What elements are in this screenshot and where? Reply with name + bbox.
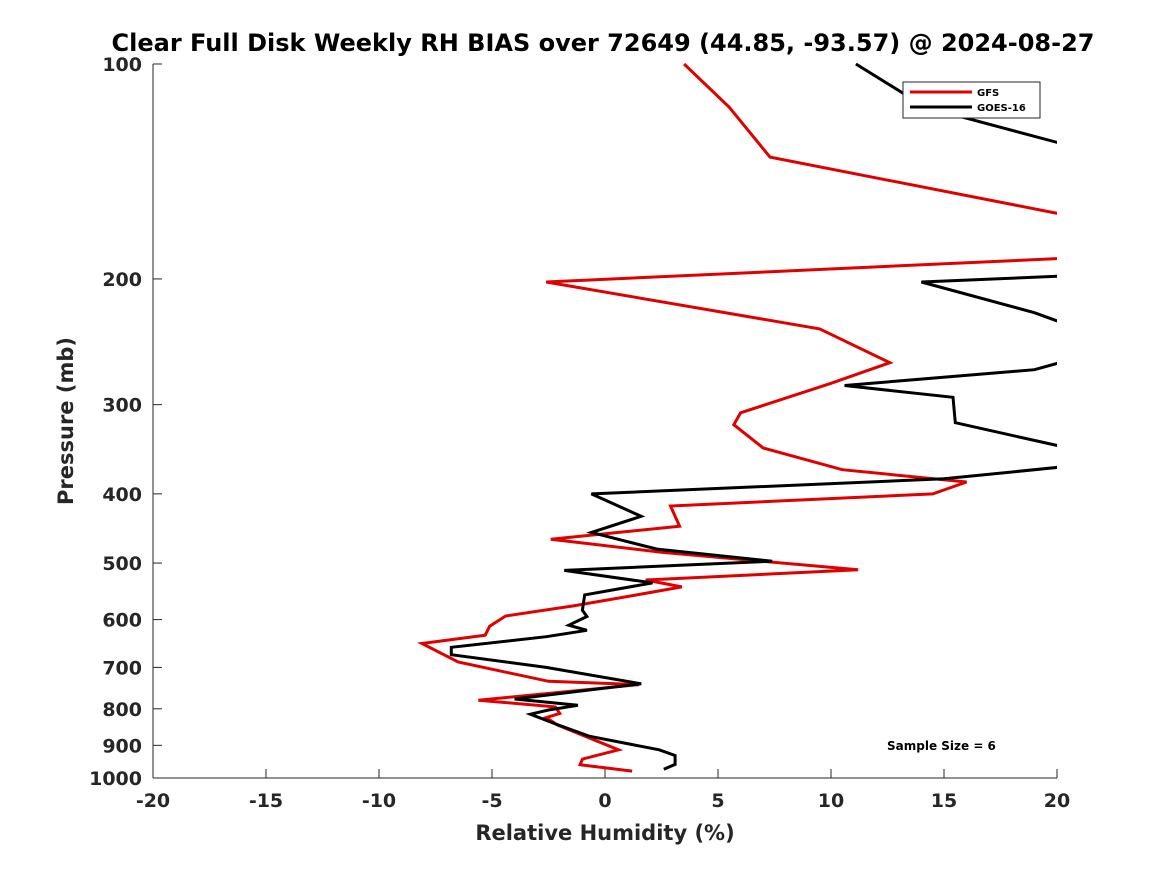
x-tick-label: 20 — [1044, 790, 1070, 812]
y-tick-label: 200 — [102, 269, 142, 291]
y-tick-label: 700 — [102, 657, 142, 679]
x-tick-label: 0 — [598, 790, 611, 812]
sample-size-annotation: Sample Size = 6 — [887, 739, 996, 753]
y-tick-label: 900 — [102, 735, 142, 757]
y-axis-label: Pressure (mb) — [54, 337, 78, 505]
legend-label-goes16: GOES-16 — [977, 103, 1026, 114]
x-tick-label: -15 — [249, 790, 283, 812]
x-tick-label: -5 — [481, 790, 502, 812]
y-tick-label: 400 — [102, 484, 142, 506]
y-tick-label: 300 — [102, 395, 142, 417]
x-tick-label: -10 — [362, 790, 396, 812]
x-tick-label: 10 — [818, 790, 844, 812]
y-tick-label: 500 — [102, 553, 142, 575]
legend-label-gfs: GFS — [977, 88, 999, 99]
y-tick-label: 600 — [102, 610, 142, 632]
chart-title: Clear Full Disk Weekly RH BIAS over 7264… — [112, 29, 1095, 57]
legend-box — [902, 81, 1041, 119]
x-tick-label: 5 — [711, 790, 724, 812]
y-tick-label: 100 — [102, 54, 142, 76]
y-tick-label: 1000 — [89, 768, 142, 790]
series-line-goes16 — [449, 63, 1057, 771]
x-tick-label: -20 — [136, 790, 170, 812]
x-axis-label: Relative Humidity (%) — [475, 821, 734, 845]
legend: GFS GOES-16 — [902, 81, 1041, 119]
x-tick-label: 15 — [931, 790, 957, 812]
series-line-gfs — [416, 63, 1057, 773]
y-tick-label: 800 — [102, 699, 142, 721]
